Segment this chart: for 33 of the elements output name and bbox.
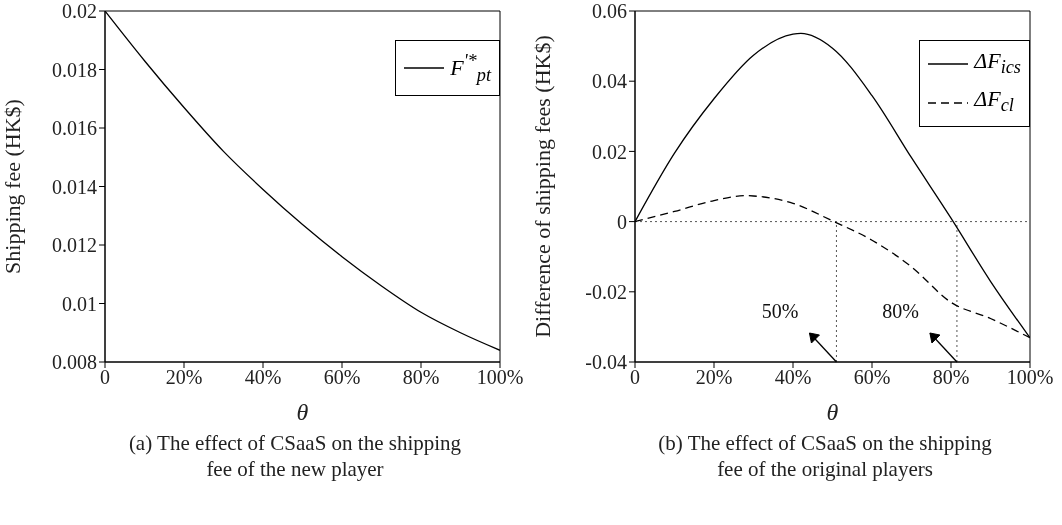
x-tick-label: 40% [774, 366, 812, 389]
y-tick-label: 0.018 [52, 58, 97, 81]
x-tick-label: 100% [1006, 366, 1054, 389]
x-tick-label: 80% [932, 366, 970, 389]
x-tick-label: 40% [244, 366, 282, 389]
y-tick-label: 0.014 [52, 175, 97, 198]
x-tick-label: 60% [323, 366, 361, 389]
y-tick-label: 0.02 [592, 140, 627, 163]
x-axis-title: θ [826, 399, 839, 425]
y-tick-label: 0.04 [592, 70, 627, 93]
y-tick-label: 0.06 [592, 0, 627, 23]
text: (a) The effect of CSaaS on the shipping fee of the new player [127, 430, 463, 482]
x-axis-title: θ [296, 399, 309, 425]
text: (b) The effect of CSaaS on the shipping fee of the original players [657, 430, 993, 482]
y-tick-label: 0.02 [62, 0, 97, 23]
y-tick-label: -0.02 [585, 280, 627, 303]
y-tick-label: 0 [617, 210, 627, 233]
x-tick-label: 20% [695, 366, 733, 389]
y-tick-label: 0.008 [52, 351, 97, 374]
y-tick-label: 0.016 [52, 117, 97, 140]
y-tick-label: 0.012 [52, 234, 97, 257]
x-tick-label: 20% [165, 366, 203, 389]
y-tick-label: -0.04 [585, 351, 627, 374]
y-axis-title: Shipping fee (HK$) [0, 99, 25, 274]
x-tick-label: 100% [476, 366, 524, 389]
annotation: 80% [882, 300, 919, 322]
x-tick-label: 80% [402, 366, 440, 389]
annotation: 50% [761, 300, 799, 322]
y-axis-title: Difference of shipping fees (HK$) [529, 35, 555, 338]
y-tick-label: 0.01 [62, 292, 97, 315]
x-tick-label: 60% [853, 366, 891, 389]
legend-label: ΔF$_{cl}$ [974, 85, 1014, 118]
legend-label: ΔF$_{ics}$ [974, 47, 1021, 80]
